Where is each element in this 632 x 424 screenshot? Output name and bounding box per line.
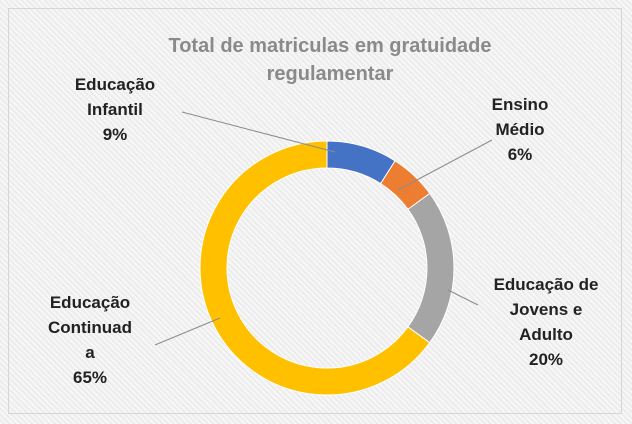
data-label: Ensino Médio 6% — [480, 92, 560, 167]
leader-line — [447, 289, 479, 306]
leader-line — [397, 139, 493, 191]
leader-line — [181, 111, 336, 153]
value-label: 65% — [72, 368, 108, 387]
category-label: Educação Continuada — [47, 293, 133, 362]
value-label: 20% — [528, 350, 564, 369]
category-label: Educação de Jovens e Adulto — [493, 275, 599, 344]
leader-line — [154, 317, 221, 346]
donut-slice — [407, 192, 455, 344]
value-label: 9% — [102, 125, 128, 144]
donut-slice — [326, 140, 396, 185]
category-label: Ensino Médio — [491, 95, 549, 139]
donut-slice — [199, 140, 431, 396]
data-label: Educação de Jovens e Adulto 20% — [486, 272, 606, 372]
data-label: Educação Continuada 65% — [44, 290, 136, 390]
donut-slice — [379, 160, 431, 210]
category-label: Educação Infantil — [74, 75, 156, 119]
value-label: 6% — [507, 145, 533, 164]
chart-title: Total de matriculas em gratuidade regula… — [168, 35, 492, 85]
chart-frame — [8, 8, 622, 414]
data-label: Educação Infantil 9% — [60, 72, 170, 147]
